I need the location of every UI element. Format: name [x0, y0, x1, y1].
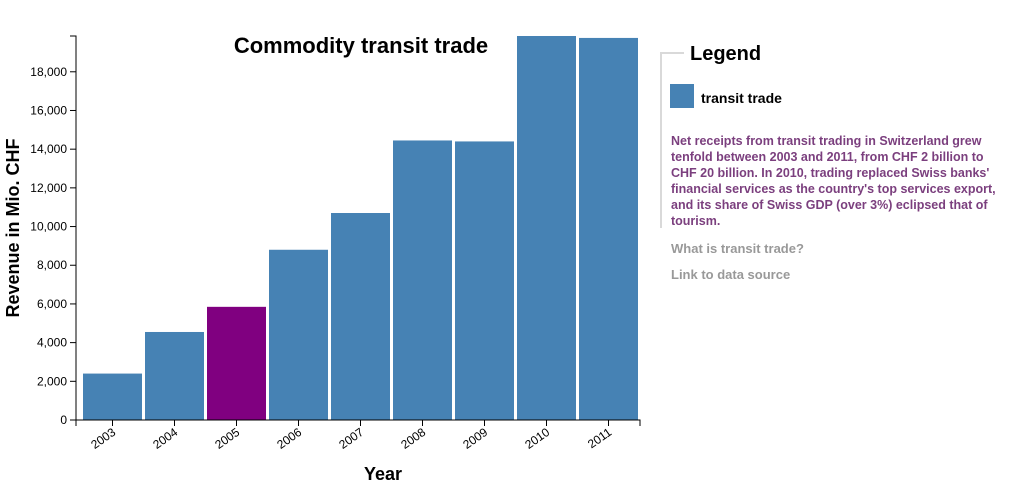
- y-tick-label: 10,000: [30, 220, 67, 234]
- x-tick-label: 2005: [212, 425, 242, 452]
- bar-2009[interactable]: [455, 141, 514, 420]
- x-tick-label: 2006: [274, 425, 304, 452]
- y-tick-label: 16,000: [30, 103, 67, 117]
- description-panel: Net receipts from transit trading in Swi…: [671, 133, 1011, 282]
- x-tick-label: 2008: [398, 425, 428, 452]
- bar-2005[interactable]: [207, 306, 266, 420]
- x-tick-label: 2009: [460, 425, 490, 452]
- bar-2011[interactable]: [579, 37, 638, 420]
- y-tick-label: 12,000: [30, 181, 67, 195]
- x-axis: 2003 2004 2005 2006 2007 2008 2009 2010 2011: [75, 419, 641, 452]
- legend-bracket: [660, 52, 684, 228]
- bar-2003[interactable]: [83, 373, 142, 420]
- y-axis-line: [70, 35, 77, 421]
- legend-swatch: [670, 84, 694, 108]
- legend: Legend transit trade: [660, 43, 782, 228]
- y-tick-label: 0: [60, 413, 67, 427]
- y-tick-label: 8,000: [37, 258, 67, 272]
- bar-2008[interactable]: [393, 140, 452, 420]
- bar-2007[interactable]: [331, 213, 390, 420]
- x-tick-label: 2004: [150, 425, 180, 452]
- y-axis-title: Revenue in Mio. CHF: [3, 138, 23, 317]
- legend-label: transit trade: [701, 90, 782, 106]
- x-tick-label: 2011: [585, 425, 614, 451]
- bar-2010[interactable]: [517, 36, 576, 420]
- legend-title: Legend: [690, 43, 761, 65]
- chart-title: Commodity transit trade: [234, 33, 488, 58]
- y-axis: 0 2,000 4,000 6,000 8,000 10,000 12,000 14,000 1…: [30, 35, 77, 427]
- x-tick-label: 2003: [88, 425, 118, 452]
- y-tick-label: 18,000: [30, 65, 67, 79]
- y-tick-label: 2,000: [37, 374, 67, 388]
- bar-2006[interactable]: [269, 249, 328, 420]
- y-tick-label: 6,000: [37, 297, 67, 311]
- x-tick-label: 2007: [336, 425, 366, 452]
- x-axis-line: [75, 419, 641, 426]
- description-text: Net receipts from transit trading in Swi…: [671, 134, 996, 228]
- x-axis-title: Year: [364, 464, 402, 484]
- x-tick-label: 2010: [522, 425, 552, 452]
- bar-2004[interactable]: [145, 331, 204, 420]
- bars-group: [83, 36, 638, 420]
- y-tick-label: 14,000: [30, 142, 67, 156]
- y-tick-label: 4,000: [37, 336, 67, 350]
- data-source-link[interactable]: Link to data source: [671, 267, 791, 282]
- what-is-transit-trade-link[interactable]: What is transit trade?: [671, 241, 804, 256]
